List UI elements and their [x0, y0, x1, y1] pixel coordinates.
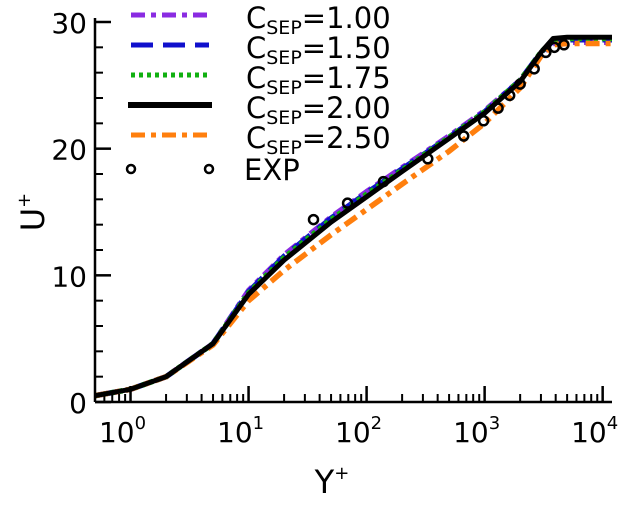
exp-point — [514, 78, 526, 90]
exp-point — [307, 213, 320, 226]
exp-point — [558, 39, 570, 51]
exp-point — [492, 102, 504, 114]
series-layer — [94, 34, 612, 399]
exp-point — [503, 89, 516, 102]
axes: 0 10 20 30 100 101 102 103 104 — [51, 7, 618, 449]
exp-point — [540, 46, 552, 59]
exp-point — [377, 175, 390, 188]
exp-point — [528, 63, 540, 75]
x-tick-label: 100 — [99, 413, 146, 449]
x-tick-label: 103 — [453, 413, 500, 449]
legend-label: CSEP=1.75 — [246, 61, 391, 99]
y-axis-label: U+ — [14, 193, 52, 232]
x-tick-label: 101 — [217, 413, 264, 449]
legend: CSEP=1.00CSEP=1.50CSEP=1.75CSEP=2.00CSEP… — [125, 1, 391, 187]
exp-point — [477, 115, 490, 127]
exp-point — [341, 197, 354, 209]
exp-point — [457, 130, 470, 142]
x-tick-label: 104 — [571, 413, 618, 449]
legend-exp-marker — [125, 163, 137, 175]
y-tick-label: 30 — [51, 7, 87, 40]
x-axis-label: Y+ — [314, 463, 350, 501]
series-line-2-00 — [94, 34, 612, 399]
legend-label-exp: EXP — [244, 153, 300, 187]
y-tick-label: 20 — [51, 134, 87, 167]
y-tick-label: 10 — [51, 260, 87, 293]
legend-exp-marker — [203, 163, 215, 175]
y-tick-label: 0 — [69, 387, 87, 420]
x-tick-label: 102 — [335, 413, 382, 449]
exp-point — [422, 153, 434, 165]
